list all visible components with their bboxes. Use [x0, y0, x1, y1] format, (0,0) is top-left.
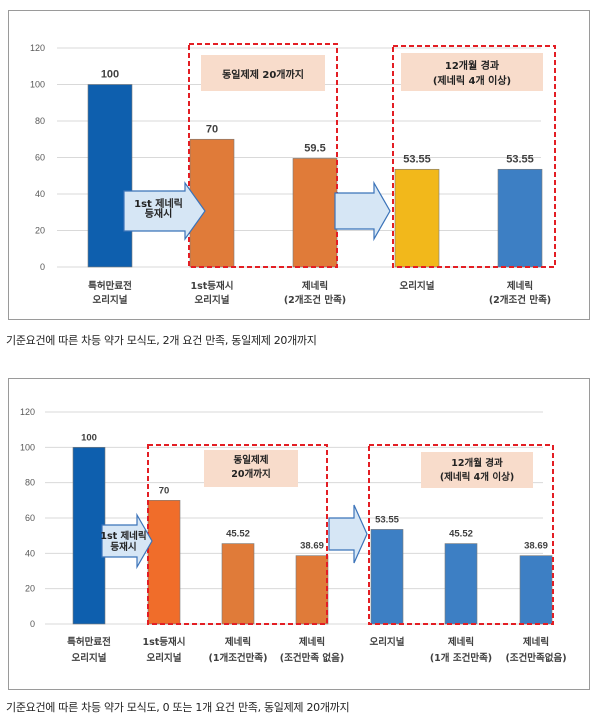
bar: [394, 168, 440, 268]
chart-2-caption: 기준요건에 따른 차등 약가 모식도, 0 또는 1개 요건 만족, 동일제제 …: [6, 701, 350, 714]
x-tick-label: (조건만족없음): [505, 652, 566, 664]
chart-2: 0 20 40 60 80 100 120 동일제제 20개까지 12개월 경과 (제네릭 4개 이…: [20, 407, 567, 664]
y-tick-label: 0: [40, 262, 45, 272]
arrow-label: 등재시: [110, 541, 136, 553]
x-tick-label: 제네릭: [523, 636, 549, 648]
value-label: 53.55: [375, 514, 399, 525]
annotation-box: [421, 452, 533, 488]
bar: [72, 447, 106, 625]
y-tick-label: 100: [20, 442, 35, 452]
value-label: 100: [81, 432, 97, 443]
bar: [444, 543, 478, 625]
value-label: 45.52: [449, 529, 473, 540]
x-tick-label: 제네릭: [507, 280, 533, 292]
arrow-label: 1st 제네릭: [100, 530, 146, 542]
x-tick-label: 오리지널: [147, 652, 182, 664]
x-tick-label: 제네릭: [302, 280, 328, 292]
y-tick-label: 60: [35, 153, 45, 163]
annotation-text: (제네릭 4개 이상): [433, 74, 511, 87]
x-tick-label: 오리지널: [72, 652, 107, 664]
value-label: 38.69: [300, 541, 324, 552]
x-tick-label: 1st등재시: [142, 636, 185, 648]
value-label: 45.52: [226, 529, 250, 540]
bar: [147, 500, 181, 625]
dashed-group-box: [392, 45, 556, 268]
y-tick-label: 20: [35, 226, 45, 236]
value-label: 53.55: [506, 153, 534, 165]
chart-frame-2: 0 20 40 60 80 100 120 동일제제 20개까지 12개월 경과 (제네릭 4개 이…: [8, 378, 590, 690]
dashed-group-box: [368, 444, 554, 625]
bar: [519, 555, 553, 625]
right-arrow-icon: [101, 512, 153, 570]
x-tick-label: (2개조건 만족): [489, 294, 551, 306]
x-tick-label: 오리지널: [93, 294, 128, 306]
annotation-text: 동일제제: [234, 454, 269, 466]
annotation-box: [401, 53, 543, 91]
bar: [221, 543, 255, 625]
x-tick-label: 제네릭: [299, 636, 325, 648]
bar: [497, 168, 543, 268]
x-tick-label: (조건만족 없음): [280, 652, 344, 664]
annotation-text: 동일제제 20개까지: [222, 68, 304, 81]
right-arrow-icon: [328, 504, 368, 564]
annotation-text: 12개월 경과: [445, 59, 500, 72]
y-tick-label: 80: [35, 116, 45, 126]
arrow-label: 등재시: [145, 207, 173, 220]
arrow-label: 1st 제네릭: [134, 197, 183, 210]
right-arrow-icon: [123, 181, 206, 241]
value-label: 70: [159, 485, 170, 496]
dashed-group-box: [188, 43, 338, 268]
x-tick-label: 특허만료전: [67, 636, 111, 648]
annotation-box: [204, 450, 298, 487]
x-tick-label: 오리지널: [400, 280, 435, 292]
x-tick-label: (1개 조건만족): [430, 652, 492, 664]
right-arrow-icon: [334, 180, 391, 242]
y-tick-label: 100: [30, 80, 45, 90]
y-tick-label: 120: [20, 407, 35, 417]
annotation-box: [201, 55, 325, 91]
y-tick-label: 80: [25, 478, 35, 488]
annotation-text: 20개까지: [231, 468, 270, 480]
x-tick-label: (1개조건만족): [209, 652, 268, 664]
x-tick-label: 제네릭: [448, 636, 474, 648]
bar: [370, 529, 404, 625]
x-tick-label: 오리지널: [195, 294, 230, 306]
y-tick-label: 120: [30, 43, 45, 53]
bar: [87, 84, 133, 268]
y-tick-label: 0: [30, 619, 35, 629]
chart-1: 0 20 40 60 80 100 120 동일제제 20개까지 12개월 경과 (제네릭 4개 …: [30, 43, 556, 306]
value-label: 38.69: [524, 541, 548, 552]
y-tick-label: 60: [25, 513, 35, 523]
x-tick-label: (2개조건 만족): [284, 294, 346, 306]
chart-frame-1: 0 20 40 60 80 100 120 동일제제 20개까지 12개월 경과 (제네릭 4개 …: [8, 10, 590, 320]
y-tick-label: 40: [25, 548, 35, 558]
x-tick-label: 1st등재시: [190, 280, 233, 292]
bar: [295, 555, 329, 625]
x-tick-label: 특허만료전: [88, 280, 132, 292]
x-tick-label: 오리지널: [370, 636, 405, 648]
x-tick-label: 제네릭: [225, 636, 251, 648]
chart-1-caption: 기준요건에 따른 차등 약가 모식도, 2개 요건 만족, 동일제제 20개까지: [6, 334, 317, 347]
value-label: 59.5: [304, 142, 325, 154]
value-label: 70: [206, 123, 218, 135]
value-label: 100: [101, 69, 119, 81]
annotation-text: (제네릭 4개 이상): [440, 471, 514, 483]
value-label: 53.55: [403, 153, 431, 165]
y-tick-label: 40: [35, 189, 45, 199]
y-tick-label: 20: [25, 584, 35, 594]
bar: [292, 158, 338, 268]
annotation-text: 12개월 경과: [451, 457, 503, 469]
